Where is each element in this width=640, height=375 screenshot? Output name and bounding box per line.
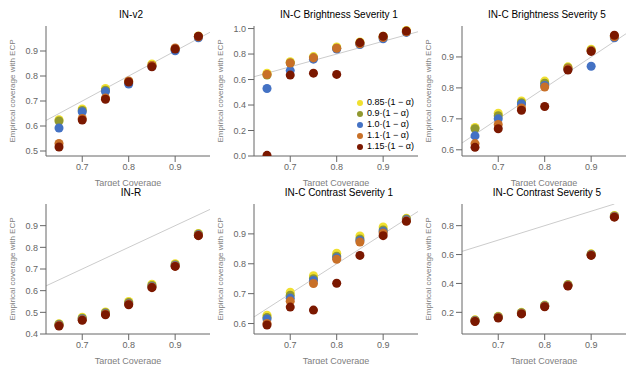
svg-text:0.7: 0.7	[25, 264, 38, 274]
svg-text:1.0: 1.0	[233, 24, 246, 34]
svg-text:0.7: 0.7	[76, 340, 89, 350]
svg-text:0.4: 0.4	[233, 100, 246, 110]
svg-text:Target Coverage: Target Coverage	[303, 178, 370, 186]
svg-text:0.9: 0.9	[377, 340, 390, 350]
svg-text:0.5: 0.5	[25, 308, 38, 318]
svg-text:0.7: 0.7	[25, 96, 38, 106]
svg-text:0.9: 0.9	[585, 162, 598, 172]
svg-text:0.8: 0.8	[538, 162, 551, 172]
svg-text:0.8: 0.8	[25, 243, 38, 253]
svg-text:0.6: 0.6	[233, 319, 246, 329]
svg-text:0.2: 0.2	[441, 308, 454, 318]
html-text:1.15·(1 − α): 1.15·(1 − α)	[367, 141, 414, 151]
svg-text:0.7: 0.7	[441, 114, 454, 124]
svg-text:0.6: 0.6	[25, 121, 38, 131]
svg-text:0.9: 0.9	[25, 46, 38, 56]
svg-text:0.7: 0.7	[284, 340, 297, 350]
svg-text:0.9: 0.9	[25, 221, 38, 231]
svg-text:0.9: 0.9	[585, 340, 598, 350]
svg-text:0.8: 0.8	[233, 259, 246, 269]
svg-text:0.7: 0.7	[492, 162, 505, 172]
svg-text:0.8: 0.8	[441, 83, 454, 93]
svg-text:0.8: 0.8	[538, 340, 551, 350]
html-text:1.1·(1 − α): 1.1·(1 − α)	[367, 130, 409, 140]
svg-text:0.4: 0.4	[25, 329, 38, 339]
html-text:IN-C Contrast Severity 1: IN-C Contrast Severity 1	[284, 187, 394, 198]
svg-text:0.7: 0.7	[492, 340, 505, 350]
svg-text:0.6: 0.6	[25, 286, 38, 296]
html-text:1.0·(1 − α): 1.0·(1 − α)	[367, 119, 409, 129]
svg-text:0.8: 0.8	[330, 162, 343, 172]
html-text:0.85·(1 − α): 0.85·(1 − α)	[367, 97, 414, 107]
html-text:IN-C Brightness Severity 1: IN-C Brightness Severity 1	[280, 9, 398, 20]
svg-text:Empirical coverage with ECP: Empirical coverage with ECP	[8, 39, 17, 142]
svg-text:Empirical coverage with ECP: Empirical coverage with ECP	[216, 217, 225, 320]
svg-text:Empirical coverage with ECP: Empirical coverage with ECP	[8, 217, 17, 320]
html-text:IN-C Brightness Severity 5: IN-C Brightness Severity 5	[488, 9, 606, 20]
svg-text:Empirical coverage with ECP: Empirical coverage with ECP	[216, 39, 225, 142]
html-text:IN-R: IN-R	[120, 187, 142, 198]
svg-text:0.9: 0.9	[377, 162, 390, 172]
svg-text:Empirical coverage with ECP: Empirical coverage with ECP	[424, 39, 433, 142]
svg-text:0.6: 0.6	[441, 250, 454, 260]
html-text:0.9·(1 − α): 0.9·(1 − α)	[367, 108, 409, 118]
html-text:IN-v2: IN-v2	[119, 9, 143, 20]
svg-text:0.9: 0.9	[169, 340, 182, 350]
svg-text:Target Coverage: Target Coverage	[95, 178, 162, 186]
svg-text:0.8: 0.8	[25, 71, 38, 81]
svg-text:0.8: 0.8	[122, 162, 135, 172]
svg-text:0.7: 0.7	[233, 289, 246, 299]
svg-text:Target Coverage: Target Coverage	[95, 356, 162, 364]
svg-text:0.8: 0.8	[330, 340, 343, 350]
svg-text:0.2: 0.2	[233, 126, 246, 136]
svg-text:0.9: 0.9	[169, 162, 182, 172]
svg-text:0.8: 0.8	[441, 221, 454, 231]
svg-text:0.6: 0.6	[441, 145, 454, 155]
svg-text:0.8: 0.8	[233, 49, 246, 59]
svg-text:Target Coverage: Target Coverage	[303, 356, 370, 364]
svg-text:0.6: 0.6	[233, 75, 246, 85]
svg-text:0.9: 0.9	[233, 229, 246, 239]
svg-text:0.0: 0.0	[233, 151, 246, 161]
svg-text:0.7: 0.7	[284, 162, 297, 172]
svg-text:0.7: 0.7	[76, 162, 89, 172]
html-text:IN-C Contrast Severity 5: IN-C Contrast Severity 5	[492, 187, 602, 198]
svg-text:0.9: 0.9	[441, 52, 454, 62]
svg-text:Target Coverage: Target Coverage	[511, 356, 578, 364]
svg-text:Target Coverage: Target Coverage	[511, 178, 578, 186]
svg-text:0.8: 0.8	[122, 340, 135, 350]
svg-text:0.5: 0.5	[25, 146, 38, 156]
svg-text:Empirical coverage with ECP: Empirical coverage with ECP	[424, 217, 433, 320]
svg-text:0.4: 0.4	[441, 279, 454, 289]
